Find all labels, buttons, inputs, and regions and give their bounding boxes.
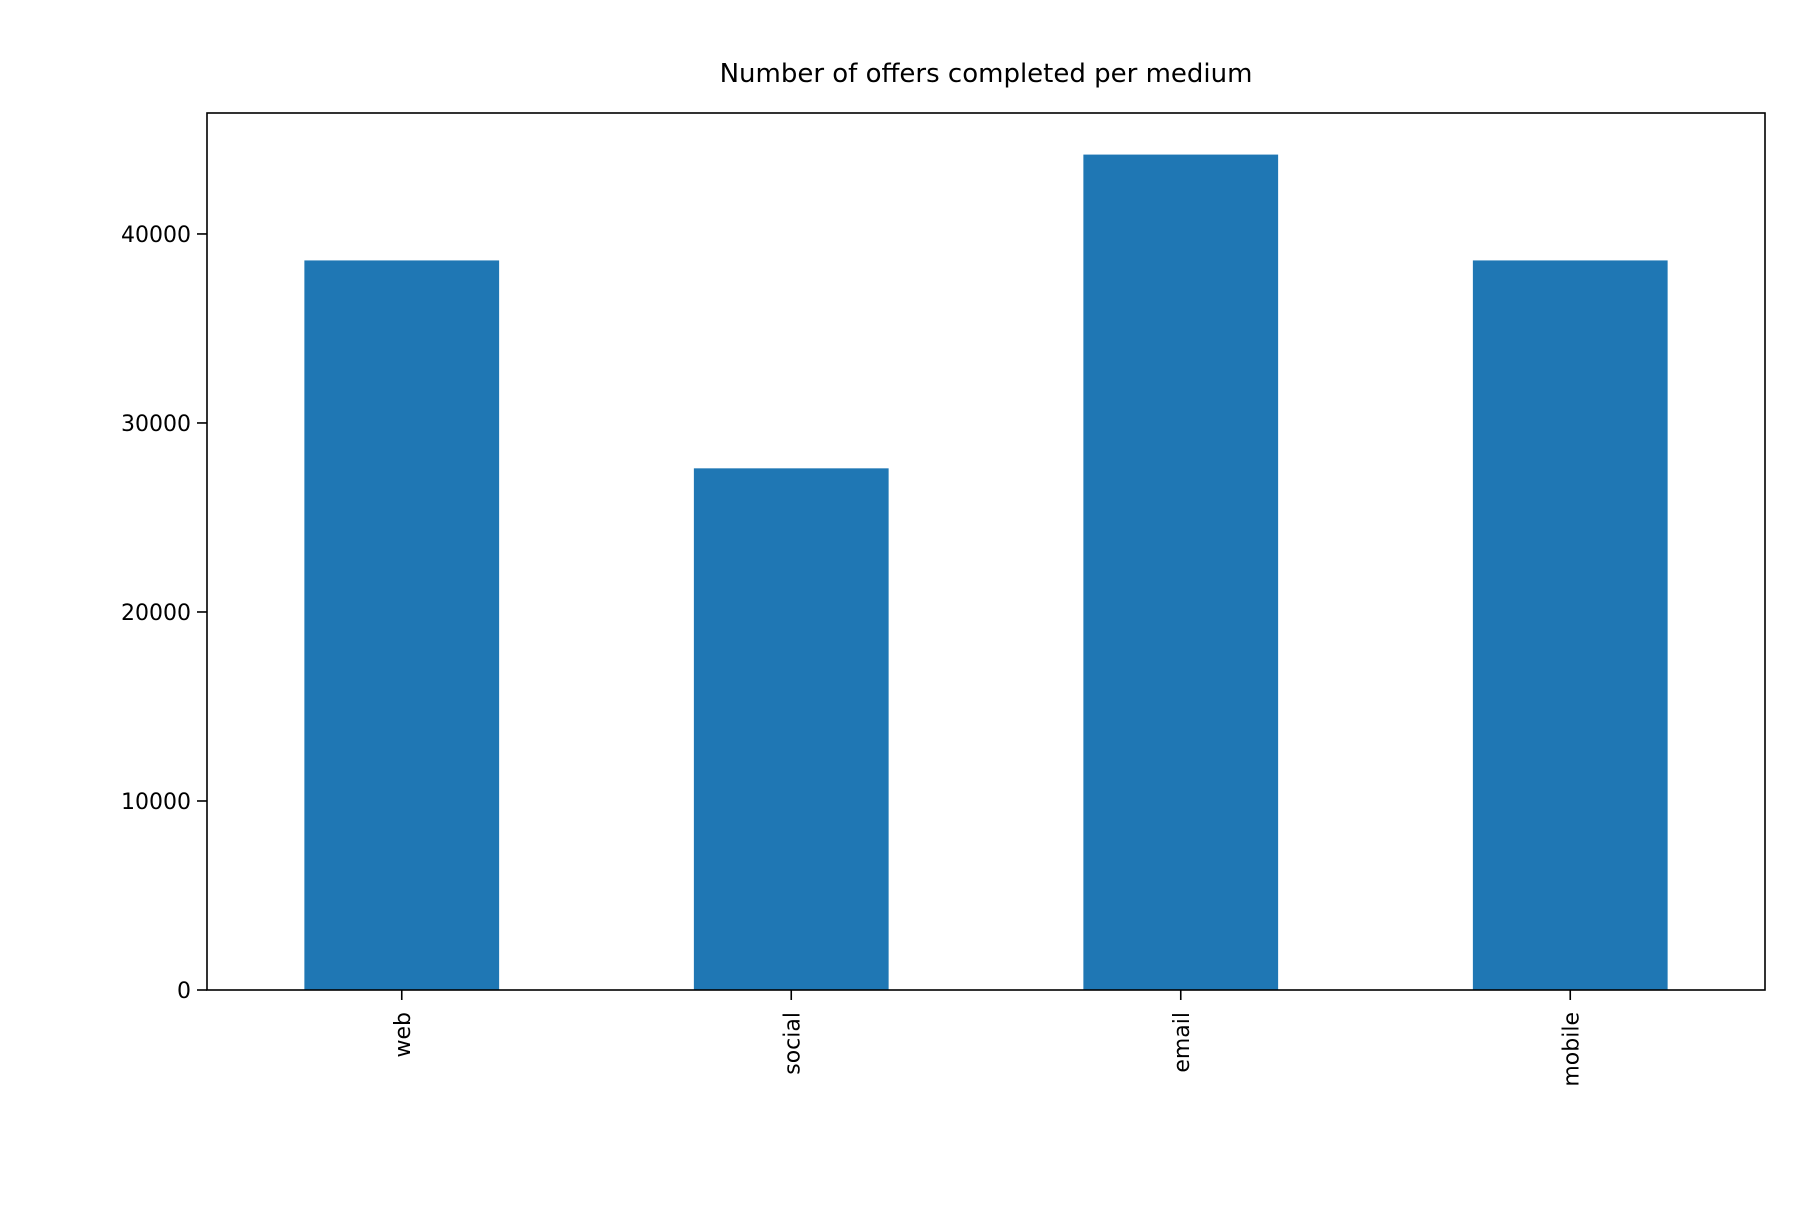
bars-group bbox=[304, 154, 1668, 991]
x-tick-label-social: social bbox=[780, 1012, 805, 1075]
y-tick-label-20000: 20000 bbox=[121, 601, 191, 626]
bar-email bbox=[1083, 154, 1279, 990]
bar-mobile bbox=[1472, 260, 1668, 990]
bar-social bbox=[693, 468, 889, 991]
chart-title: Number of offers completed per medium bbox=[720, 59, 1253, 89]
y-tick-label-0: 0 bbox=[177, 979, 191, 1004]
x-tick-label-web: web bbox=[391, 1012, 416, 1058]
bar-web bbox=[304, 260, 500, 990]
plot-area-frame bbox=[206, 112, 1766, 991]
y-tick-label-30000: 30000 bbox=[121, 412, 191, 437]
ticks-group: web social email mobile 0 10000 20000 30000 4000… bbox=[121, 223, 1584, 1087]
y-tick-label-10000: 10000 bbox=[121, 790, 191, 815]
x-tick-label-mobile: mobile bbox=[1559, 1012, 1584, 1087]
y-tick-label-40000: 40000 bbox=[121, 223, 191, 248]
x-tick-label-email: email bbox=[1170, 1012, 1195, 1073]
